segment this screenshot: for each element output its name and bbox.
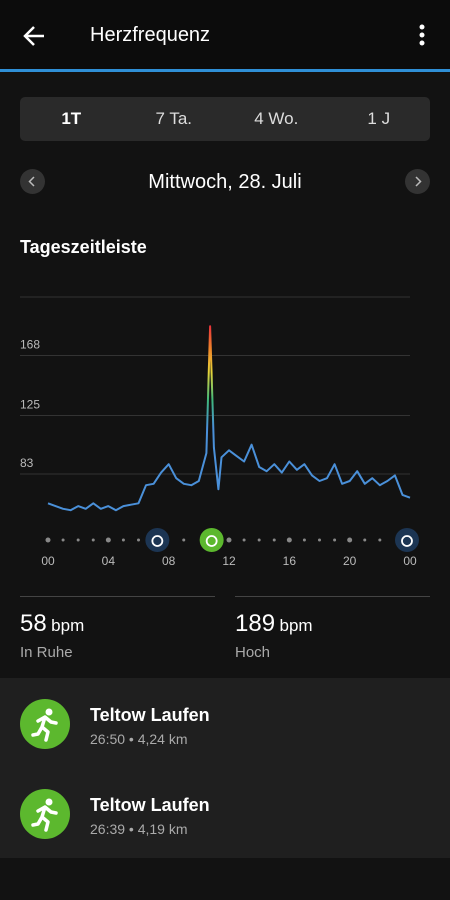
heart-rate-chart: 83 125 168 210 00 04 08 12 16 20 00 <box>20 290 419 568</box>
event-glyph <box>401 535 413 547</box>
header-title: Herzfrequenz <box>90 24 211 46</box>
activity-title: Teltow Laufen <box>90 795 210 815</box>
activity-item[interactable]: Teltow Laufen 26:39 • 4,19 km <box>0 768 450 858</box>
y-tick-label: 210 <box>20 290 40 293</box>
stat-unit: bpm <box>279 616 313 635</box>
activity-item[interactable]: Teltow Laufen 26:50 • 4,24 km <box>0 678 450 768</box>
section-title: Tageszeitleiste <box>20 237 147 257</box>
x-tick-label: 16 <box>283 554 297 568</box>
stat-unit: bpm <box>51 616 85 635</box>
x-tick-label: 00 <box>41 554 55 568</box>
timeline-dot <box>242 538 246 542</box>
app-bar <box>0 0 450 70</box>
timeline-dot <box>378 538 382 542</box>
tab[interactable]: 4 Wo. <box>254 109 299 128</box>
y-tick-label: 125 <box>20 397 40 411</box>
prev-day[interactable] <box>20 169 45 194</box>
x-tick-label: 04 <box>102 554 116 568</box>
event-glyph <box>151 535 164 547</box>
timeline-dot <box>347 537 353 543</box>
timeline-dot <box>45 537 51 543</box>
divider <box>235 596 430 597</box>
timeline-dot <box>76 538 80 542</box>
next-day[interactable] <box>405 169 430 194</box>
activity-title: Teltow Laufen <box>90 705 210 725</box>
y-tick-label: 83 <box>20 456 34 470</box>
timeline-dot <box>182 538 186 542</box>
timeline-dot <box>91 538 95 542</box>
timeline-dot <box>302 538 306 542</box>
back-button[interactable] <box>22 23 48 49</box>
stat-value: 58 <box>20 610 47 637</box>
stat: 189 bpm Hoch <box>235 610 313 661</box>
stat-label: In Ruhe <box>20 644 73 661</box>
run-icon <box>20 789 70 839</box>
accent-line <box>0 69 450 72</box>
date-label: Mittwoch, 28. Juli <box>148 171 302 193</box>
x-tick-label: 20 <box>343 554 357 568</box>
menu-button[interactable] <box>414 23 430 47</box>
tab[interactable]: 7 Ta. <box>155 109 193 128</box>
divider <box>20 596 215 597</box>
timeline-dot <box>272 538 276 542</box>
timeline-dot <box>333 538 337 542</box>
tab[interactable]: 1 J <box>367 109 391 128</box>
stat-value: 189 <box>235 610 276 637</box>
run-icon <box>20 699 70 749</box>
event-marker <box>199 528 224 552</box>
heart-rate-line <box>47 325 411 512</box>
activity-detail: 26:39 • 4,19 km <box>90 821 188 837</box>
activity-list: Teltow Laufen 26:50 • 4,24 km Teltow Lau… <box>0 678 450 858</box>
timeline-dot <box>121 538 125 542</box>
stat: 58 bpm In Ruhe <box>20 610 84 661</box>
timeline-dot <box>137 538 140 542</box>
timeline-dot <box>105 537 111 543</box>
timeline-dot <box>61 538 65 542</box>
tab[interactable]: 1T <box>61 109 82 128</box>
y-tick-label: 168 <box>20 338 40 352</box>
timeline-dot <box>286 537 292 543</box>
timeline-dot <box>226 537 232 543</box>
x-tick-label: 08 <box>162 554 176 568</box>
range-tabs: 1T 7 Ta. 4 Wo. 1 J <box>20 97 430 141</box>
x-tick-label: 00 <box>403 554 417 568</box>
event-marker <box>394 528 419 552</box>
timeline-dot <box>363 538 367 542</box>
x-tick-label: 12 <box>222 554 236 568</box>
event-glyph <box>205 535 218 547</box>
stat-label: Hoch <box>235 644 271 661</box>
activity-detail: 26:50 • 4,24 km <box>90 731 188 747</box>
timeline-dot <box>318 538 321 542</box>
timeline-dot <box>257 538 261 542</box>
event-marker <box>145 528 170 552</box>
